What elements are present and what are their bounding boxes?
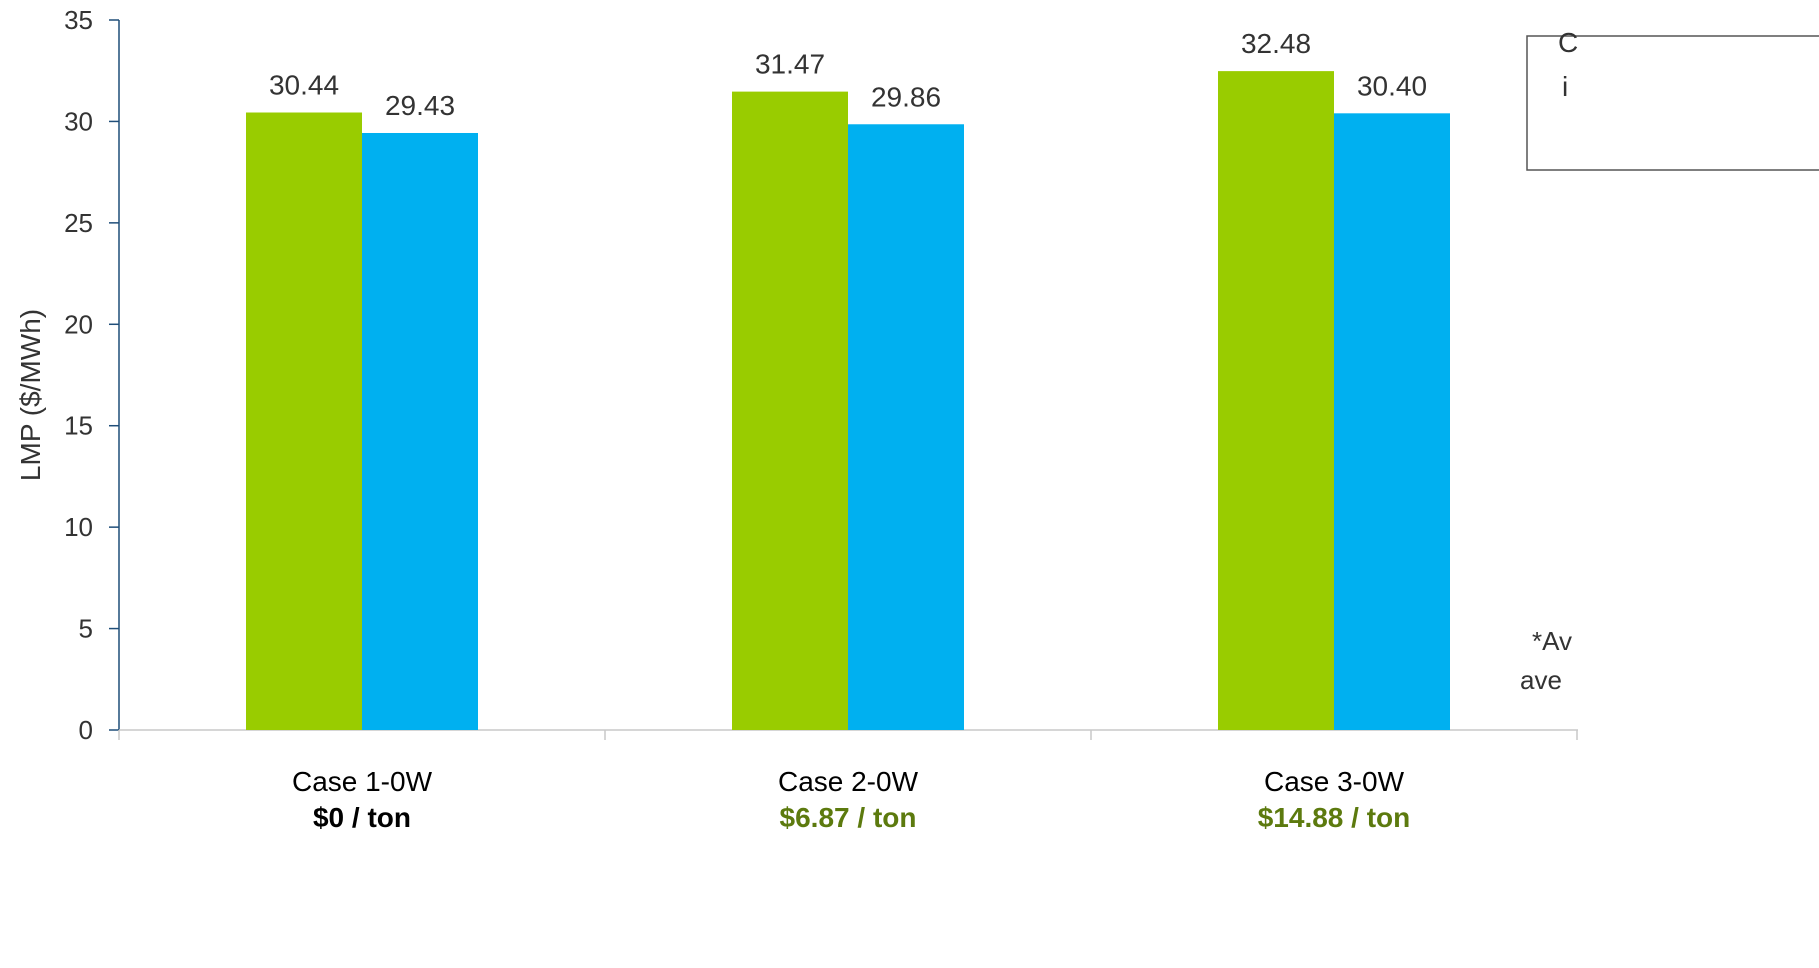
bar: [1218, 71, 1334, 731]
bars: [246, 71, 1450, 731]
y-tick-label: 15: [64, 411, 93, 441]
legend-text-line-2: i: [1562, 71, 1568, 102]
category-label: Case 3-0W: [1264, 766, 1405, 797]
footnote: *Av ave: [1520, 626, 1572, 695]
y-tick-label: 5: [79, 614, 93, 644]
bar: [848, 124, 964, 731]
legend-box: [1526, 35, 1819, 171]
category-label: Case 1-0W: [292, 766, 433, 797]
y-tick-label: 25: [64, 208, 93, 238]
category-sublabel: $14.88 / ton: [1258, 802, 1411, 833]
y-tick-label: 30: [64, 106, 93, 136]
category-sublabel: $0 / ton: [313, 802, 411, 833]
data-label: 29.86: [871, 81, 941, 112]
y-axis-label: LMP ($/MWh): [15, 309, 46, 481]
category-labels: Case 1-0W $0 / ton Case 2-0W $6.87 / ton Cas…: [292, 766, 1410, 833]
category-sublabel: $6.87 / ton: [780, 802, 917, 833]
bar: [246, 112, 362, 730]
y-tick-label: 0: [79, 715, 93, 745]
category-label: Case 2-0W: [778, 766, 919, 797]
y-tick-label: 35: [64, 5, 93, 35]
data-labels: 30.44 29.43 31.47 29.86 32.48 30.40: [269, 28, 1427, 121]
data-label: 30.44: [269, 70, 339, 101]
footnote-line-2: ave: [1520, 665, 1562, 695]
legend-text-line-1: C: [1558, 27, 1578, 58]
bar: [362, 132, 478, 730]
data-label: 29.43: [385, 90, 455, 121]
y-tick-label: 10: [64, 512, 93, 542]
bar: [732, 91, 848, 730]
footnote-line-1: *Av: [1532, 626, 1572, 656]
y-tick-label: 20: [64, 309, 93, 339]
data-label: 31.47: [755, 49, 825, 80]
data-label: 32.48: [1241, 28, 1311, 59]
data-label: 30.40: [1357, 70, 1427, 101]
legend: C i: [1526, 27, 1819, 171]
bar: [1334, 113, 1450, 731]
